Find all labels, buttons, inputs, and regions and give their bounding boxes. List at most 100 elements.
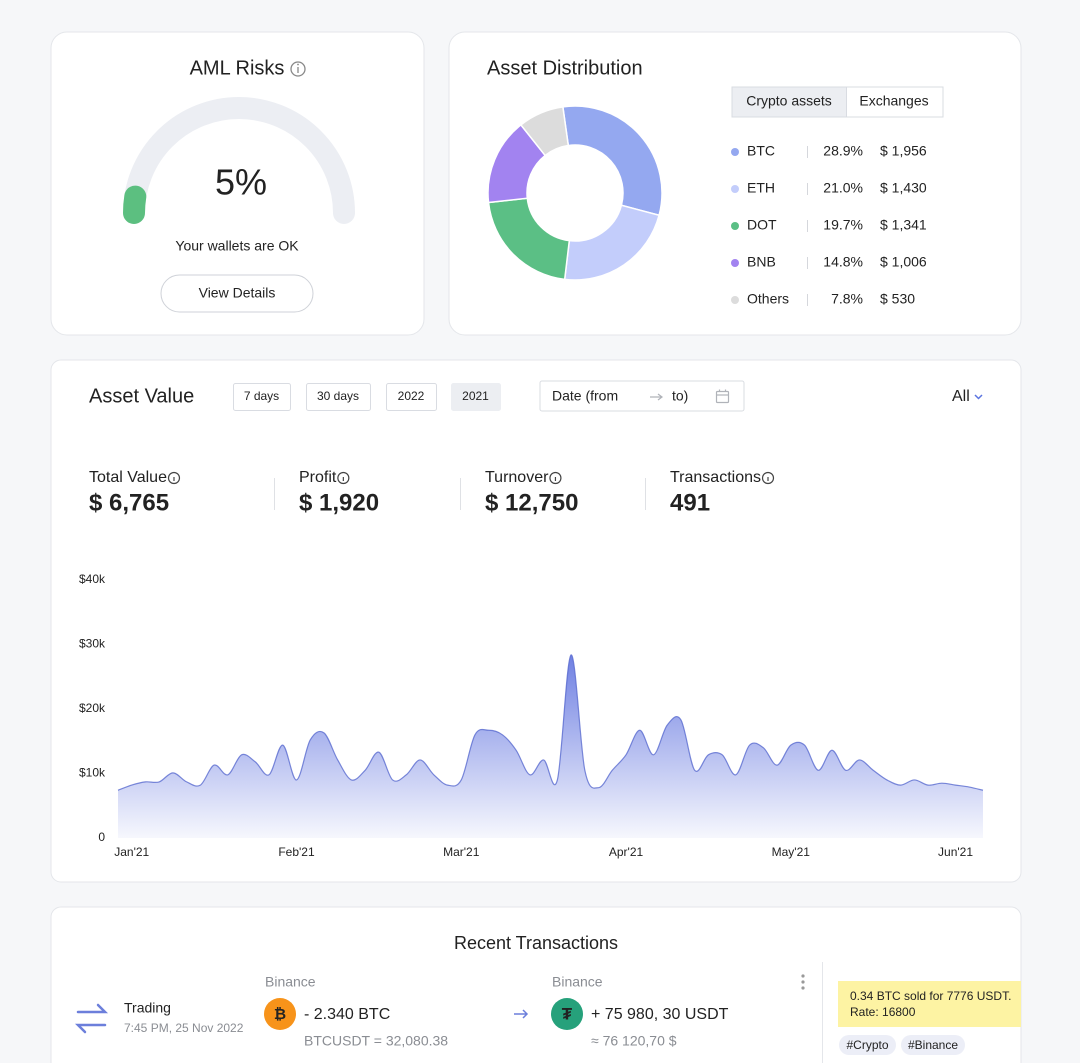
gauge-value: 5%	[215, 162, 267, 203]
usdt-icon: ₮	[551, 998, 583, 1030]
info-icon	[290, 61, 306, 77]
tab-box	[451, 383, 501, 411]
more-menu[interactable]	[801, 974, 805, 990]
gauge-track	[123, 97, 355, 224]
tx-time: 7:45 PM, 25 Nov 2022	[124, 1021, 244, 1035]
date-from: Date (from	[552, 388, 618, 404]
metric-value: $ 6,765	[89, 489, 169, 516]
tx-from-rate: BTCUSDT = 32,080.38	[304, 1033, 448, 1049]
tab-group: Crypto assets Exchanges	[731, 86, 944, 118]
distribution-title: Asset Distribution	[487, 57, 643, 79]
donut-slice	[563, 204, 661, 281]
note-line: Rate: 16800	[850, 1005, 916, 1019]
btc-icon: ₿	[264, 998, 296, 1030]
legend-amount: $ 1,341	[880, 217, 927, 233]
metric-value: $ 1,920	[299, 489, 379, 516]
filter-dropdown[interactable]: All	[952, 388, 983, 405]
legend-amount: $ 1,956	[880, 143, 927, 159]
gauge	[123, 97, 355, 224]
legend-dot	[731, 259, 739, 267]
x-tick-label: Apr'21	[609, 845, 644, 859]
metric-label: Transactions	[670, 469, 761, 486]
svg-text:₮: ₮	[562, 1004, 573, 1023]
tab-label: 2021	[462, 389, 489, 403]
tab-box	[306, 383, 371, 411]
legend-dot	[731, 222, 739, 230]
metric-value: $ 12,750	[485, 489, 578, 516]
button-label: View Details	[199, 285, 276, 301]
tag[interactable]: #Crypto	[839, 1035, 896, 1055]
tab-label: 2022	[398, 389, 425, 403]
tag-label: #Binance	[908, 1038, 958, 1052]
aml-card	[50, 31, 425, 336]
metric-label: Turnover	[485, 469, 549, 486]
period-tab[interactable]: 7 days	[233, 383, 291, 411]
y-tick-label: $10k	[79, 766, 106, 780]
metric-value: 491	[670, 489, 710, 516]
metric-label: Profit	[299, 469, 337, 486]
period-tab[interactable]: 2021	[451, 383, 501, 411]
x-tick-label: Mar'21	[443, 845, 480, 859]
tag-label: #Crypto	[846, 1038, 888, 1052]
svg-text:₿: ₿	[274, 1006, 286, 1023]
aml-status: Your wallets are OK	[175, 238, 299, 254]
legend-name: DOT	[747, 217, 777, 233]
tx-from-amount: - 2.340 BTC	[304, 1006, 390, 1023]
legend-name: Others	[747, 291, 789, 307]
legend-dot	[731, 185, 739, 193]
tx-to-value: ≈ 76 120,70 $	[591, 1033, 677, 1049]
date-input[interactable]: Date (from to)	[539, 380, 745, 412]
period-tab[interactable]: 2022	[386, 383, 437, 411]
legend-name: ETH	[747, 180, 775, 196]
y-tick-label: 0	[98, 830, 105, 844]
area-line	[117, 654, 984, 791]
legend-amount: $ 1,430	[880, 180, 927, 196]
tag[interactable]: #Binance	[901, 1035, 965, 1055]
arrow	[514, 1009, 529, 1019]
legend-name: BNB	[747, 254, 776, 270]
y-tick-label: $20k	[79, 701, 106, 715]
period-tabs: 7 days 30 days 2022 2021	[233, 383, 501, 411]
area	[118, 654, 983, 838]
y-tick-label: $40k	[79, 572, 106, 586]
note-line: 0.34 BTC sold for 7776 USDT.	[850, 989, 1011, 1003]
info-icon	[337, 471, 350, 485]
metrics: Total Value $ 6,765 Profit $ 1,920 Turnover $…	[89, 469, 775, 516]
x-tick-label: Jan'21	[114, 845, 149, 859]
tab-box	[386, 383, 437, 411]
date-to: to)	[672, 388, 688, 404]
x-tick-label: Jun'21	[938, 845, 973, 859]
tx-type: Trading	[124, 1000, 171, 1016]
filter-label: All	[952, 388, 970, 405]
aml-title: AML Risks	[190, 57, 285, 79]
view-details-button[interactable]: View Details	[160, 274, 314, 313]
asset-value-title: Asset Value	[89, 385, 194, 407]
info-icon	[549, 471, 562, 485]
legend: BTC 28.9% $ 1,956 ETH 21.0% $ 1,430 DOT 19.7% $ …	[731, 143, 927, 307]
tab-active[interactable]	[732, 87, 847, 117]
donut	[487, 105, 663, 281]
transactions-title: Recent Transactions	[454, 933, 618, 953]
legend-name: BTC	[747, 143, 775, 159]
period-tab[interactable]: 30 days	[306, 383, 371, 411]
donut-slice	[562, 105, 663, 217]
tab-label: 30 days	[317, 389, 359, 403]
tab-label[interactable]: Exchanges	[859, 93, 928, 109]
metric-label: Total Value	[89, 469, 167, 486]
info-icon	[167, 471, 181, 485]
legend-amount: $ 1,006	[880, 254, 927, 270]
legend-dot	[731, 148, 739, 156]
legend-percent: 19.7%	[823, 217, 863, 233]
x-tick-label: Feb'21	[278, 845, 315, 859]
tab-label[interactable]: Crypto assets	[746, 93, 832, 109]
note-box	[838, 981, 1021, 1027]
area-chart: 0 $10k $20k $30k $40k Jan'21 Feb'21 Mar'21 Apr'2…	[79, 572, 984, 859]
legend-percent: 21.0%	[823, 180, 863, 196]
tx-from-exchange: Binance	[265, 974, 316, 990]
trading-icon	[74, 1003, 109, 1034]
tx-to-exchange: Binance	[552, 974, 603, 990]
asset-value-card	[50, 359, 1022, 883]
gauge-value-arc	[123, 185, 147, 224]
x-tick-label: May'21	[772, 845, 811, 859]
